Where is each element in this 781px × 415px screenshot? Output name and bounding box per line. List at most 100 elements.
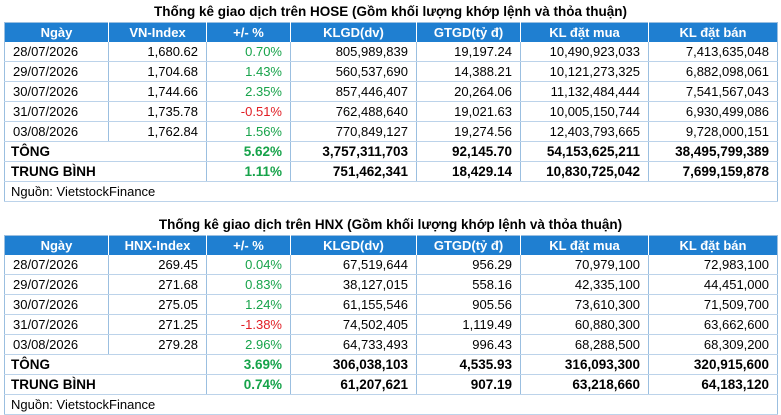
table-cell: 28/07/2026 [4, 42, 109, 62]
table-cell: 1.24% [206, 294, 291, 315]
hose-section: Thống kê giao dịch trên HOSE (Gồm khối l… [0, 2, 781, 202]
hose-header-row: Ngày VN-Index +/- % KLGD(dv) GTGD(tỷ đ) … [4, 22, 778, 42]
table-cell: 271.68 [108, 274, 207, 295]
table-cell: 996.43 [416, 334, 521, 355]
table-cell: 6,882,098,061 [648, 61, 778, 82]
table-cell: 03/08/2026 [4, 121, 109, 142]
col-header-change: +/- % [206, 22, 291, 42]
table-cell: 0.04% [206, 255, 291, 275]
table-cell: 74,502,405 [290, 314, 417, 335]
table-cell: 1,704.68 [108, 61, 207, 82]
table-cell: 1.43% [206, 61, 291, 82]
average-row: TRUNG BÌNH 0.74% 61,207,621 907.19 63,218,66… [4, 374, 778, 395]
table-cell: 7,699,159,878 [648, 161, 778, 182]
table-cell: 54,153,625,211 [520, 141, 649, 162]
table-cell: -1.38% [206, 314, 291, 335]
col-header-date: Ngày [4, 235, 109, 255]
table-cell: 68,288,500 [520, 334, 649, 355]
col-header-value: GTGD(tỷ đ) [416, 22, 521, 42]
table-cell: 9,728,000,151 [648, 121, 778, 142]
table-cell: 19,021.63 [416, 101, 521, 122]
col-header-change: +/- % [206, 235, 291, 255]
table-cell: 67,519,644 [290, 255, 417, 275]
table-cell: 61,155,546 [290, 294, 417, 315]
table-row: 28/07/2026 269.45 0.04% 67,519,644 956.29 70,… [4, 255, 778, 275]
table-cell: 7,413,635,048 [648, 42, 778, 62]
average-row-label: TRUNG BÌNH [4, 161, 207, 182]
table-row: 28/07/2026 1,680.62 0.70% 805,989,839 19,197… [4, 42, 778, 62]
table-cell: 1,735.78 [108, 101, 207, 122]
table-cell: 31/07/2026 [4, 101, 109, 122]
hose-title: Thống kê giao dịch trên HOSE (Gồm khối l… [154, 4, 627, 19]
table-cell: 2.35% [206, 81, 291, 102]
table-cell: 2.96% [206, 334, 291, 355]
table-cell: 19,274.56 [416, 121, 521, 142]
table-cell: 271.25 [108, 314, 207, 335]
table-cell: 44,451,000 [648, 274, 778, 295]
col-header-date: Ngày [4, 22, 109, 42]
table-cell: 63,218,660 [520, 374, 649, 395]
table-cell: 10,005,150,744 [520, 101, 649, 122]
table-cell: 29/07/2026 [4, 274, 109, 295]
table-row: 03/08/2026 1,762.84 1.56% 770,849,127 19,274… [4, 121, 778, 142]
table-cell: 70,979,100 [520, 255, 649, 275]
table-cell: 751,462,341 [290, 161, 417, 182]
table-cell: 1,119.49 [416, 314, 521, 335]
table-cell: 28/07/2026 [4, 255, 109, 275]
table-cell: 1.11% [206, 161, 291, 182]
table-cell: 64,183,120 [648, 374, 778, 395]
table-cell: 10,490,923,033 [520, 42, 649, 62]
table-cell: 857,446,407 [290, 81, 417, 102]
source-row: Nguồn: VietstockFinance [4, 181, 778, 202]
col-header-value: GTGD(tỷ đ) [416, 235, 521, 255]
table-cell: 560,537,690 [290, 61, 417, 82]
col-header-volume: KLGD(dv) [290, 22, 417, 42]
table-cell: 5.62% [206, 141, 291, 162]
table-cell: 61,207,621 [290, 374, 417, 395]
table-cell: 907.19 [416, 374, 521, 395]
table-cell: 38,127,015 [290, 274, 417, 295]
hnx-table: Ngày HNX-Index +/- % KLGD(dv) GTGD(tỷ đ)… [4, 235, 778, 415]
table-cell: 18,429.14 [416, 161, 521, 182]
table-cell: 03/08/2026 [4, 334, 109, 355]
table-row: 29/07/2026 271.68 0.83% 38,127,015 558.16 42,… [4, 274, 778, 295]
table-cell: 1,744.66 [108, 81, 207, 102]
table-cell: 279.28 [108, 334, 207, 355]
table-row: 31/07/2026 271.25 -1.38% 74,502,405 1,119.49… [4, 314, 778, 335]
table-cell: 72,983,100 [648, 255, 778, 275]
table-cell: 71,509,700 [648, 294, 778, 315]
total-row-label: TÔNG [4, 141, 207, 162]
table-cell: 320,915,600 [648, 354, 778, 375]
table-cell: 64,733,493 [290, 334, 417, 355]
col-header-index: VN-Index [108, 22, 207, 42]
table-row: 03/08/2026 279.28 2.96% 64,733,493 996.43 68,… [4, 334, 778, 355]
table-cell: 10,121,273,325 [520, 61, 649, 82]
table-cell: 275.05 [108, 294, 207, 315]
table-cell: 1,680.62 [108, 42, 207, 62]
total-row-label: TÔNG [4, 354, 207, 375]
table-cell: 30/07/2026 [4, 81, 109, 102]
col-header-sell-orders: KL đặt bán [648, 22, 778, 42]
table-cell: 68,309,200 [648, 334, 778, 355]
table-cell: 31/07/2026 [4, 314, 109, 335]
hnx-title: Thống kê giao dịch trên HNX (Gồm khối lư… [158, 217, 623, 232]
table-cell: 770,849,127 [290, 121, 417, 142]
table-cell: 956.29 [416, 255, 521, 275]
table-cell: 269.45 [108, 255, 207, 275]
table-cell: 3,757,311,703 [290, 141, 417, 162]
table-cell: 38,495,799,389 [648, 141, 778, 162]
table-cell: 316,093,300 [520, 354, 649, 375]
table-cell: 3.69% [206, 354, 291, 375]
table-cell: 0.70% [206, 42, 291, 62]
average-row-label: TRUNG BÌNH [4, 374, 207, 395]
table-row: 31/07/2026 1,735.78 -0.51% 762,488,640 19,02… [4, 101, 778, 122]
average-row: TRUNG BÌNH 1.11% 751,462,341 18,429.14 10,83… [4, 161, 778, 182]
table-cell: 92,145.70 [416, 141, 521, 162]
table-cell: 10,830,725,042 [520, 161, 649, 182]
source-note: Nguồn: VietstockFinance [4, 181, 778, 202]
table-row: 29/07/2026 1,704.68 1.43% 560,537,690 14,388… [4, 61, 778, 82]
col-header-index: HNX-Index [108, 235, 207, 255]
total-row: TÔNG 3.69% 306,038,103 4,535.93 316,093,300 3… [4, 354, 778, 375]
table-cell: 0.74% [206, 374, 291, 395]
table-cell: 7,541,567,043 [648, 81, 778, 102]
